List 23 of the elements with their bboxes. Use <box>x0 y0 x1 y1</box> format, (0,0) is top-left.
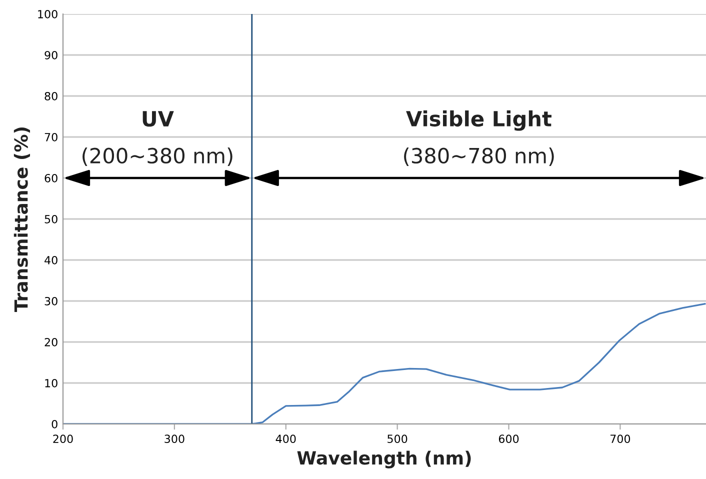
y-tick-label: 30 <box>44 296 58 306</box>
y-tick-label: 40 <box>44 256 58 264</box>
y-tick-label: 20 <box>44 338 58 346</box>
y-tick-label: 10 <box>45 378 58 388</box>
y-tick-label: 90 <box>44 50 58 60</box>
y-axis-title: Transmittance (%) <box>14 127 30 312</box>
y-tick-label: 100 <box>38 10 58 18</box>
y-tick-label: 80 <box>44 92 58 100</box>
x-tick-label: 200 <box>53 434 73 444</box>
annotation: UV <box>142 111 174 127</box>
y-tick-label: 60 <box>44 174 58 182</box>
y-tick-label: 70 <box>44 132 58 142</box>
annotation: Visible Light <box>406 110 552 131</box>
annotation: (380~780 nm) <box>404 147 554 166</box>
annotation: (200~380 nm) <box>82 147 232 166</box>
x-axis-title: Wavelength (nm) <box>297 450 471 468</box>
x-tick-label: 400 <box>276 434 296 444</box>
x-tick-label: 300 <box>164 434 184 444</box>
x-tick-label: 700 <box>610 434 630 444</box>
x-tick-label: 600 <box>498 434 519 444</box>
x-tick-label: 500 <box>388 434 408 444</box>
y-tick-label: 50 <box>44 214 58 224</box>
y-tick-label: 0 <box>52 420 58 428</box>
